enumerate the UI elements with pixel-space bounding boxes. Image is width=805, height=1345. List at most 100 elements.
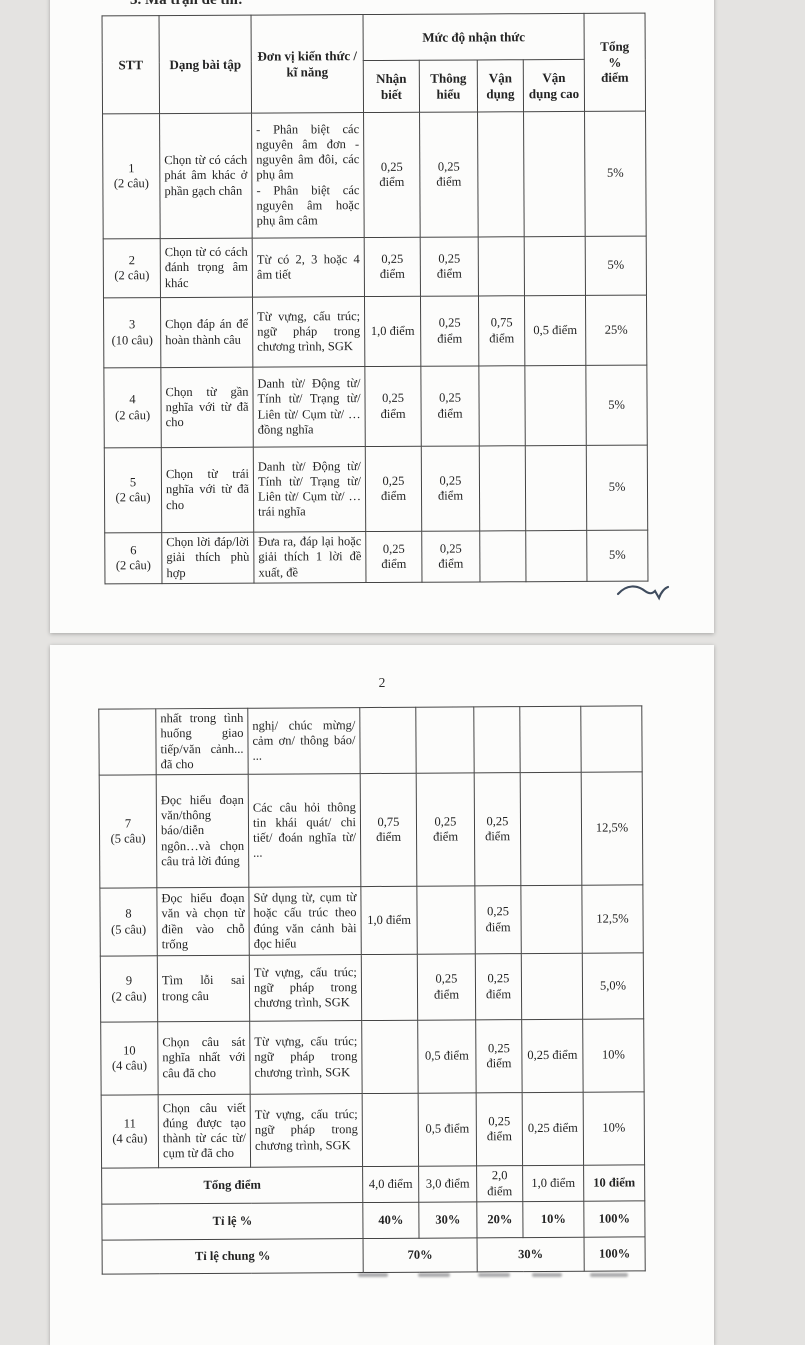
cell-van-dung: 0,25 điểm bbox=[474, 772, 521, 886]
ratio-overall: 100% bbox=[583, 1200, 646, 1238]
cell-total: 5% bbox=[584, 111, 647, 237]
table-row: 9 (2 câu) Tìm lỗi sai trong câu Từ vựng,… bbox=[100, 952, 644, 1023]
row-number: 11 bbox=[123, 1116, 136, 1131]
ratio-row: Tỉ lệ % 40% 30% 20% 10% 100% bbox=[101, 1200, 646, 1241]
table-row: 6 (2 câu) Chọn lời đáp/lời giải thích ph… bbox=[104, 530, 649, 584]
cell-van-dung-cao: 0,25 điểm bbox=[521, 1019, 584, 1093]
cell-thong-hieu: 0,25 điểm bbox=[420, 365, 480, 447]
cell-total: 10% bbox=[583, 1091, 645, 1166]
cell-stt: 3 (10 câu) bbox=[103, 297, 161, 368]
header-knowledge-unit: Đơn vị kiến thức / kĩ năng bbox=[251, 14, 364, 114]
cell-stt: 1 (2 câu) bbox=[102, 113, 161, 239]
row-question-count: (2 câu) bbox=[115, 558, 151, 573]
common-ratio-overall: 100% bbox=[584, 1236, 646, 1272]
cell-nhan-biet: 0,25 điểm bbox=[365, 446, 422, 532]
cell-van-dung-cao bbox=[520, 885, 583, 954]
row-question-count: (10 câu) bbox=[111, 332, 153, 347]
cell-nhan-biet: 1,0 điểm bbox=[364, 296, 421, 367]
cell-van-dung-cao bbox=[523, 111, 586, 237]
cell-nhan-biet: 0,25 điểm bbox=[364, 366, 422, 447]
cell-total: 5% bbox=[586, 530, 649, 582]
cell-total bbox=[580, 705, 643, 773]
cell-nhan-biet: 0,25 điểm bbox=[365, 531, 422, 583]
cell-thong-hieu: 0,25 điểm bbox=[420, 236, 479, 297]
row-number: 8 bbox=[125, 906, 132, 921]
exam-matrix-table-page1: STT Dạng bài tập Đơn vị kiến thức / kĩ n… bbox=[102, 13, 649, 585]
cell-thong-hieu: 0,25 điểm bbox=[421, 445, 480, 532]
cell-nhan-biet bbox=[362, 1093, 419, 1167]
cell-task: Đọc hiểu đoạn văn và chọn từ điền vào ch… bbox=[156, 887, 250, 956]
cell-thong-hieu bbox=[416, 885, 476, 955]
row-question-count: (2 câu) bbox=[111, 988, 147, 1004]
cell-total: 12,5% bbox=[581, 884, 644, 954]
cell-stt bbox=[98, 708, 157, 776]
total-points-label: Tổng điểm bbox=[101, 1166, 363, 1205]
total-points-van-dung: 2,0 điểm bbox=[476, 1165, 523, 1202]
cell-van-dung bbox=[478, 365, 526, 446]
cell-unit: Từ có 2, 3 hoặc 4 âm tiết bbox=[252, 237, 365, 298]
cell-task: Chọn từ gần nghĩa với từ đã cho bbox=[160, 367, 254, 448]
total-points-row: Tổng điểm 4,0 điểm 3,0 điểm 2,0 điểm 1,0… bbox=[101, 1164, 645, 1205]
row-number: 4 bbox=[129, 392, 136, 407]
cell-task: Đọc hiểu đoạn văn/thông báo/diễn ngôn…và… bbox=[156, 774, 249, 888]
cell-van-dung-cao bbox=[524, 365, 587, 446]
header-total-line1: Tổng bbox=[600, 38, 630, 54]
table-row: 8 (5 câu) Đọc hiểu đoạn văn và chọn từ đ… bbox=[99, 884, 644, 957]
cell-stt: 8 (5 câu) bbox=[99, 887, 158, 957]
table-header-row-1: STT Dạng bài tập Đơn vị kiến thức / kĩ n… bbox=[102, 13, 646, 114]
cell-van-dung-cao: 0,25 điểm bbox=[522, 1092, 584, 1166]
common-ratio-label: Tỉ lệ chung % bbox=[102, 1238, 364, 1275]
table-row: 10 (4 câu) Chọn câu sát nghĩa nhất với c… bbox=[100, 1018, 645, 1096]
cell-total: 25% bbox=[585, 295, 647, 366]
next-row-bleed-through bbox=[50, 1273, 714, 1279]
cell-task: Chọn từ có cách đánh trọng âm khác bbox=[160, 238, 253, 298]
cell-stt: 7 (5 câu) bbox=[99, 774, 157, 889]
cell-total: 5% bbox=[586, 445, 648, 531]
cell-total: 5% bbox=[585, 365, 648, 446]
header-level-van-dung: Vận dụng bbox=[477, 59, 524, 112]
cell-stt: 9 (2 câu) bbox=[100, 955, 158, 1023]
cell-van-dung bbox=[478, 236, 525, 296]
cell-unit: Danh từ/ Động từ/ Tính từ/ Trạng từ/ Liê… bbox=[252, 366, 366, 448]
cell-task: Chọn lời đáp/lời giải thích phù hợp bbox=[161, 532, 254, 584]
cell-task: Chọn đáp án để hoàn thành câu bbox=[160, 297, 253, 368]
row-number: 1 bbox=[128, 161, 135, 176]
cell-van-dung-cao bbox=[525, 530, 588, 582]
row-question-count: (2 câu) bbox=[115, 407, 151, 422]
cell-task: Chọn câu viết đúng được tạo thành từ các… bbox=[158, 1094, 251, 1168]
cell-van-dung bbox=[479, 530, 526, 582]
ratio-van-dung-cao: 10% bbox=[522, 1201, 585, 1238]
cell-unit: Từ vựng, cấu trúc; ngữ pháp trong chương… bbox=[252, 296, 365, 368]
cell-stt: 10 (4 câu) bbox=[100, 1021, 159, 1096]
table-row: 4 (2 câu) Chọn từ gần nghĩa với từ đã ch… bbox=[103, 365, 648, 448]
row-number: 3 bbox=[128, 317, 136, 332]
table-row: 5 (2 câu) Chọn từ trái nghĩa với từ đã c… bbox=[104, 445, 648, 533]
cell-van-dung-cao bbox=[521, 953, 583, 1020]
cell-thong-hieu: 0,25 điểm bbox=[417, 953, 476, 1021]
row-number: 5 bbox=[129, 475, 137, 490]
header-task-type: Dạng bài tập bbox=[159, 15, 252, 114]
header-total-percent: Tổng % điểm bbox=[584, 13, 646, 112]
cell-stt: 5 (2 câu) bbox=[104, 447, 162, 533]
cell-van-dung: 0,25 điểm bbox=[474, 885, 522, 954]
cell-total: 5% bbox=[585, 236, 647, 296]
unit-line-2: - Phân biệt các nguyên âm hoặc phụ âm câ… bbox=[256, 182, 360, 228]
cell-van-dung: 0,25 điểm bbox=[476, 1092, 523, 1166]
cell-task: nhất trong tình huống giao tiếp/văn cảnh… bbox=[155, 708, 249, 775]
cell-thong-hieu: 0,25 điểm bbox=[419, 111, 479, 238]
table-row: 11 (4 câu) Chọn câu viết đúng được tạo t… bbox=[101, 1091, 645, 1169]
cell-van-dung-cao bbox=[524, 236, 586, 296]
cell-total: 12,5% bbox=[581, 771, 643, 886]
row-question-count: (2 câu) bbox=[114, 268, 150, 283]
row-question-count: (2 câu) bbox=[115, 490, 151, 505]
cell-thong-hieu: 0,25 điểm bbox=[416, 772, 475, 887]
cell-stt: 11 (4 câu) bbox=[101, 1094, 159, 1169]
header-level-nhan-biet: Nhận biết bbox=[363, 60, 420, 113]
ratio-nhan-biet: 40% bbox=[362, 1202, 420, 1239]
cell-nhan-biet: 1,0 điểm bbox=[360, 886, 418, 955]
page-title: 3. Ma trận đề thi: bbox=[130, 0, 243, 8]
cell-stt: 6 (2 câu) bbox=[104, 532, 162, 584]
cell-total: 5,0% bbox=[582, 952, 644, 1020]
cell-van-dung-cao: 0,5 điểm bbox=[524, 295, 586, 366]
total-points-overall: 10 điểm bbox=[583, 1164, 645, 1202]
